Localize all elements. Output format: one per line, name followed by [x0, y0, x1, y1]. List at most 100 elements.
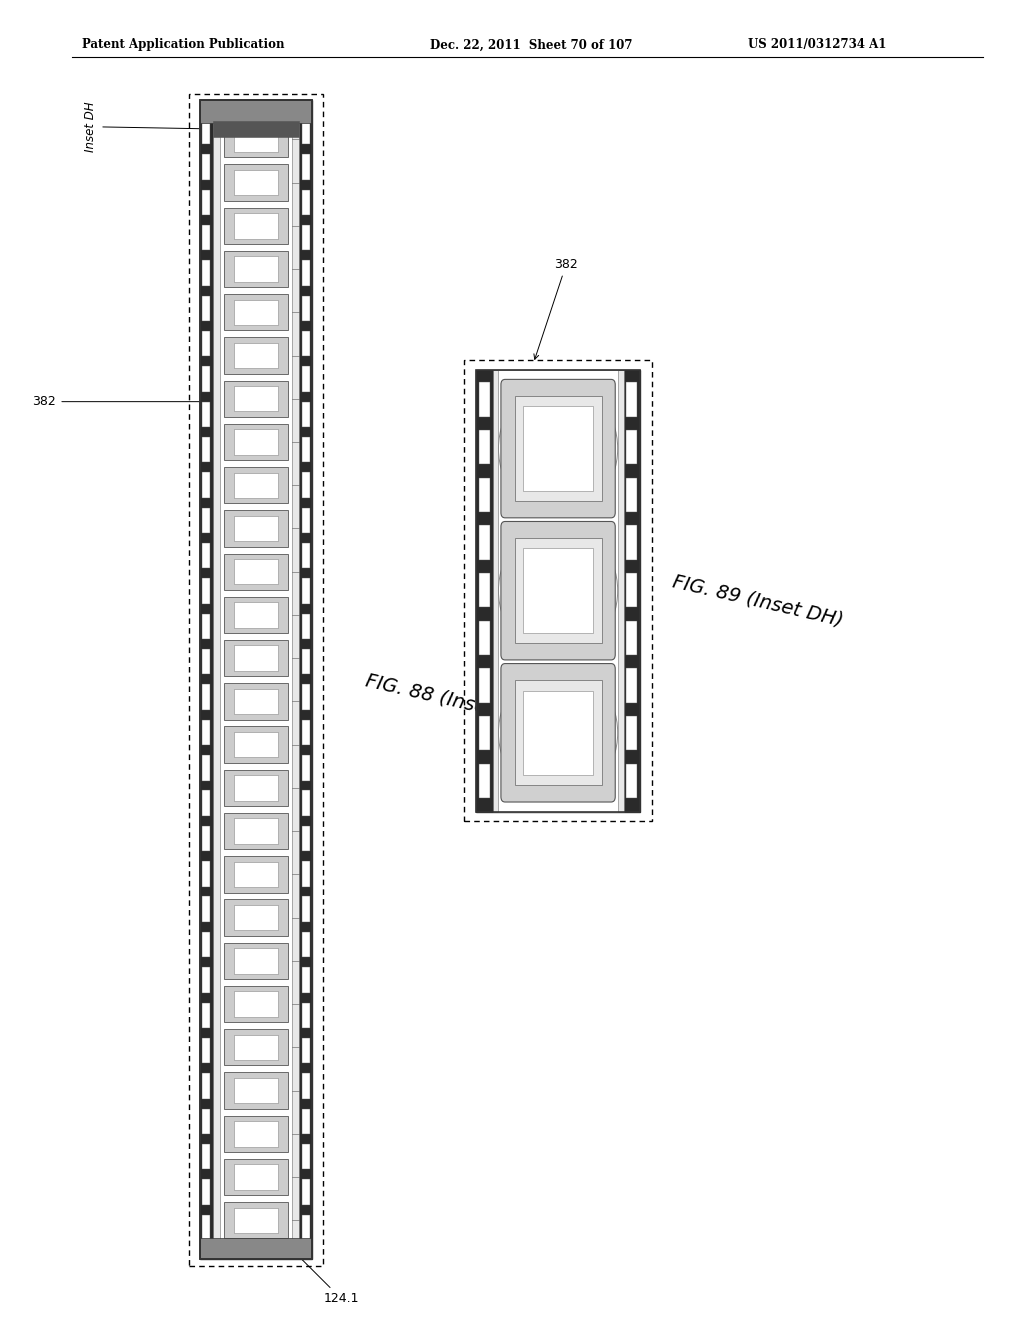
- Text: 382: 382: [534, 257, 579, 359]
- Bar: [233, 1208, 279, 1233]
- Bar: [224, 338, 288, 374]
- Bar: [224, 1159, 288, 1195]
- Bar: [224, 424, 288, 461]
- Bar: [202, 968, 210, 993]
- Bar: [302, 932, 310, 957]
- Bar: [202, 260, 210, 285]
- Bar: [213, 100, 299, 1259]
- Bar: [624, 370, 640, 812]
- Bar: [233, 473, 279, 498]
- Bar: [200, 100, 312, 1259]
- Bar: [224, 207, 288, 244]
- Bar: [479, 383, 489, 417]
- Bar: [233, 127, 279, 152]
- Bar: [515, 396, 601, 502]
- Bar: [202, 508, 210, 533]
- Bar: [302, 1073, 310, 1098]
- Bar: [302, 224, 310, 251]
- Bar: [302, 614, 310, 639]
- Bar: [302, 684, 310, 710]
- Bar: [479, 715, 489, 750]
- Bar: [202, 1038, 210, 1064]
- Bar: [476, 370, 640, 812]
- Bar: [202, 614, 210, 639]
- Bar: [202, 684, 210, 710]
- Bar: [498, 370, 618, 812]
- Bar: [233, 733, 279, 758]
- Bar: [627, 478, 637, 512]
- Bar: [627, 573, 637, 607]
- Text: 382: 382: [33, 395, 207, 408]
- Bar: [302, 190, 310, 215]
- Bar: [202, 366, 210, 392]
- Bar: [302, 1002, 310, 1028]
- Bar: [302, 366, 310, 392]
- Bar: [523, 690, 593, 775]
- Bar: [224, 1115, 288, 1152]
- Bar: [233, 385, 279, 412]
- Bar: [202, 719, 210, 746]
- Bar: [302, 826, 310, 851]
- Bar: [464, 360, 652, 821]
- Bar: [302, 755, 310, 780]
- Bar: [233, 818, 279, 843]
- Bar: [523, 407, 593, 491]
- Bar: [200, 100, 312, 124]
- Bar: [224, 165, 288, 201]
- Bar: [233, 689, 279, 714]
- Bar: [627, 715, 637, 750]
- Bar: [202, 1109, 210, 1134]
- Bar: [233, 429, 279, 454]
- Bar: [233, 558, 279, 585]
- Bar: [302, 1038, 310, 1064]
- Bar: [224, 899, 288, 936]
- Bar: [302, 473, 310, 498]
- FancyBboxPatch shape: [501, 521, 615, 660]
- Bar: [493, 370, 624, 812]
- Bar: [479, 525, 489, 560]
- Bar: [202, 791, 210, 816]
- Text: Dec. 22, 2011  Sheet 70 of 107: Dec. 22, 2011 Sheet 70 of 107: [430, 38, 633, 51]
- Bar: [302, 861, 310, 887]
- Bar: [302, 508, 310, 533]
- Bar: [476, 370, 493, 812]
- Bar: [202, 755, 210, 780]
- Bar: [479, 573, 489, 607]
- Bar: [202, 826, 210, 851]
- Bar: [233, 516, 279, 541]
- Bar: [224, 857, 288, 892]
- Bar: [627, 430, 637, 465]
- Bar: [627, 383, 637, 417]
- Bar: [200, 100, 312, 1259]
- Bar: [202, 543, 210, 569]
- Bar: [479, 478, 489, 512]
- Bar: [224, 467, 288, 503]
- Bar: [523, 549, 593, 632]
- Bar: [233, 1078, 279, 1104]
- Text: FIG. 89 (Inset DH): FIG. 89 (Inset DH): [671, 572, 845, 630]
- Bar: [515, 539, 601, 643]
- Bar: [479, 668, 489, 702]
- Bar: [233, 1035, 279, 1060]
- Text: FIG. 88 (Inset DG): FIG. 88 (Inset DG): [364, 671, 539, 729]
- Bar: [202, 1214, 210, 1239]
- Bar: [302, 1179, 310, 1205]
- Bar: [202, 224, 210, 251]
- Bar: [302, 331, 310, 356]
- Bar: [224, 380, 288, 417]
- Bar: [202, 649, 210, 675]
- Bar: [219, 100, 293, 1259]
- Bar: [224, 1203, 288, 1238]
- Bar: [233, 300, 279, 325]
- Bar: [224, 597, 288, 634]
- Bar: [202, 331, 210, 356]
- Bar: [479, 430, 489, 465]
- Bar: [302, 1214, 310, 1239]
- Bar: [202, 190, 210, 215]
- Bar: [224, 770, 288, 807]
- Bar: [299, 100, 312, 1259]
- Bar: [302, 119, 310, 144]
- Bar: [224, 640, 288, 676]
- Bar: [202, 473, 210, 498]
- Bar: [233, 906, 279, 931]
